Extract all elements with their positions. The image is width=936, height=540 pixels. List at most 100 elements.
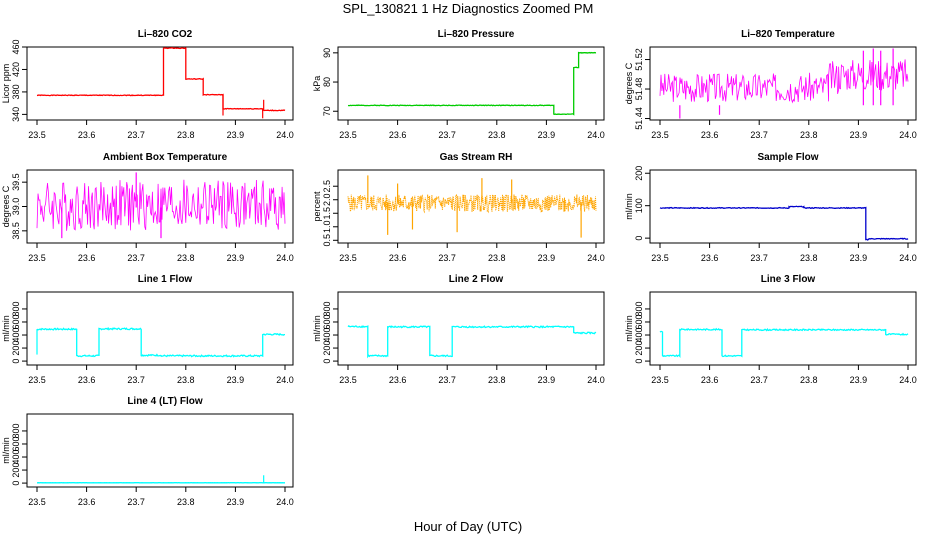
x-tick-label: 23.6 bbox=[78, 253, 96, 263]
y-tick-label: 400 bbox=[11, 328, 21, 343]
panel-title: Gas Stream RH bbox=[440, 152, 513, 163]
panel-title: Sample Flow bbox=[757, 152, 818, 163]
x-tick-label: 23.6 bbox=[389, 130, 407, 140]
x-tick-label: 24.0 bbox=[276, 497, 294, 507]
y-tick-label: 0.5 bbox=[322, 234, 332, 247]
y-tick-label: 70 bbox=[322, 106, 332, 116]
x-tick-label: 23.5 bbox=[28, 497, 46, 507]
y-axis-label: degrees C bbox=[1, 185, 11, 227]
x-tick-label: 23.5 bbox=[651, 375, 669, 385]
y-tick-label: 2.5 bbox=[322, 180, 332, 193]
y-tick-label: 38.5 bbox=[11, 222, 21, 240]
x-tick-label: 23.8 bbox=[800, 253, 818, 263]
y-tick-label: 200 bbox=[634, 341, 644, 356]
panel-title: Li–820 Temperature bbox=[741, 29, 835, 40]
panel-title: Li–820 CO2 bbox=[138, 29, 193, 40]
x-tick-label: 23.9 bbox=[227, 253, 245, 263]
x-tick-label: 23.9 bbox=[850, 375, 868, 385]
x-tick-label: 24.0 bbox=[899, 253, 917, 263]
y-tick-label: 90 bbox=[322, 48, 332, 58]
x-tick-label: 23.9 bbox=[850, 130, 868, 140]
figure-title: SPL_130821 1 Hz Diagnostics Zoomed PM bbox=[343, 1, 594, 16]
x-tick-label: 24.0 bbox=[587, 375, 605, 385]
x-tick-label: 23.9 bbox=[850, 253, 868, 263]
y-tick-label: 1.0 bbox=[322, 221, 332, 234]
y-axis-label: ml/min bbox=[1, 315, 11, 342]
y-axis-label: Licor ppm bbox=[1, 64, 11, 104]
panel-pressure: Li–820 Pressure kPa 23.5 23.6 23.7 23.8 23.9 24… bbox=[312, 29, 605, 140]
plot-frame bbox=[26, 413, 294, 488]
x-tick-label: 23.7 bbox=[127, 497, 145, 507]
x-tick-label: 23.9 bbox=[538, 130, 556, 140]
x-tick-label: 23.6 bbox=[701, 375, 719, 385]
series-line bbox=[659, 205, 909, 241]
x-tick-label: 23.7 bbox=[127, 375, 145, 385]
y-tick-label: 200 bbox=[634, 166, 644, 181]
x-tick-label: 23.9 bbox=[227, 497, 245, 507]
x-tick-label: 23.6 bbox=[78, 497, 96, 507]
plot-frame bbox=[26, 169, 294, 244]
panel-licor_temp: Li–820 Temperature degrees C 23.5 23.6 23.7 2… bbox=[624, 29, 917, 140]
figure-xlabel: Hour of Day (UTC) bbox=[414, 519, 522, 534]
y-tick-label: 600 bbox=[11, 436, 21, 451]
y-tick-label: 600 bbox=[322, 314, 332, 329]
panel-line1: Line 1 Flow ml/min 23.5 23.6 23.7 23.8 23.9 24.… bbox=[1, 274, 294, 385]
x-tick-label: 23.6 bbox=[701, 253, 719, 263]
x-tick-label: 23.7 bbox=[127, 253, 145, 263]
x-tick-label: 24.0 bbox=[276, 130, 294, 140]
series-line bbox=[659, 327, 909, 359]
y-tick-label: 200 bbox=[322, 341, 332, 356]
y-axis-label: kPa bbox=[312, 76, 322, 92]
y-tick-label: 39.0 bbox=[11, 198, 21, 216]
x-tick-label: 23.6 bbox=[78, 130, 96, 140]
panel-sample_flow: Sample Flow ml/min 23.5 23.6 23.7 23.8 23.9 24.… bbox=[624, 152, 917, 263]
series-line bbox=[36, 179, 286, 231]
panel-title: Line 3 Flow bbox=[761, 274, 816, 285]
y-tick-label: 400 bbox=[11, 450, 21, 465]
plot-frame bbox=[649, 46, 917, 121]
y-tick-label: 51.44 bbox=[634, 107, 644, 130]
x-tick-label: 23.6 bbox=[389, 253, 407, 263]
y-tick-label: 200 bbox=[11, 463, 21, 478]
x-tick-label: 24.0 bbox=[587, 253, 605, 263]
series-line bbox=[347, 325, 597, 359]
x-tick-label: 23.8 bbox=[177, 253, 195, 263]
y-axis-label: ml/min bbox=[312, 315, 322, 342]
y-tick-label: 600 bbox=[11, 314, 21, 329]
panel-line3: Line 3 Flow ml/min 23.5 23.6 23.7 23.8 23.9 24.… bbox=[624, 274, 917, 385]
y-tick-label: 51.52 bbox=[634, 48, 644, 71]
y-tick-label: 800 bbox=[322, 301, 332, 316]
y-tick-label: 0 bbox=[634, 359, 644, 364]
series-line bbox=[347, 51, 597, 116]
panel-line2: Line 2 Flow ml/min 23.5 23.6 23.7 23.8 23.9 24.… bbox=[312, 274, 605, 385]
y-axis-label: ml/min bbox=[1, 437, 11, 464]
x-tick-label: 24.0 bbox=[587, 130, 605, 140]
x-tick-label: 23.8 bbox=[800, 130, 818, 140]
panel-title: Line 1 Flow bbox=[138, 274, 193, 285]
x-tick-label: 24.0 bbox=[276, 375, 294, 385]
panel-box_temp: Ambient Box Temperature degrees C 23.5 23.6… bbox=[1, 152, 294, 263]
x-tick-label: 23.7 bbox=[750, 130, 768, 140]
x-tick-label: 23.5 bbox=[339, 253, 357, 263]
plot-frame bbox=[26, 46, 294, 121]
y-tick-label: 340 bbox=[11, 107, 21, 122]
panel-co2: Li–820 CO2 Licor ppm 23.5 23.6 23.7 23.8 23.9 2… bbox=[1, 29, 294, 140]
x-tick-label: 23.7 bbox=[438, 253, 456, 263]
x-tick-label: 23.7 bbox=[438, 375, 456, 385]
plot-frame bbox=[337, 291, 605, 366]
y-tick-label: 400 bbox=[634, 328, 644, 343]
y-tick-label: 460 bbox=[11, 39, 21, 54]
y-tick-label: 0 bbox=[634, 236, 644, 241]
plot-frame bbox=[649, 291, 917, 366]
y-tick-label: 0 bbox=[322, 359, 332, 364]
panel-line4: Line 4 (LT) Flow ml/min 23.5 23.6 23.7 23.8 23… bbox=[1, 396, 294, 507]
x-tick-label: 23.9 bbox=[538, 253, 556, 263]
x-tick-label: 23.9 bbox=[538, 375, 556, 385]
x-tick-label: 23.6 bbox=[389, 375, 407, 385]
panel-title: Ambient Box Temperature bbox=[103, 152, 228, 163]
y-tick-label: 0 bbox=[11, 359, 21, 364]
x-tick-label: 23.8 bbox=[800, 375, 818, 385]
y-axis-label: degrees C bbox=[624, 62, 634, 104]
x-tick-label: 23.7 bbox=[127, 130, 145, 140]
series-line bbox=[36, 46, 286, 112]
